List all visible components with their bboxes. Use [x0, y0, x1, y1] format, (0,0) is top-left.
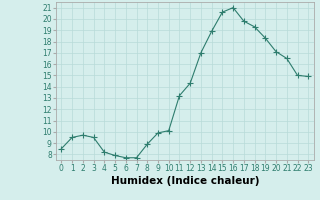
X-axis label: Humidex (Indice chaleur): Humidex (Indice chaleur): [110, 176, 259, 186]
